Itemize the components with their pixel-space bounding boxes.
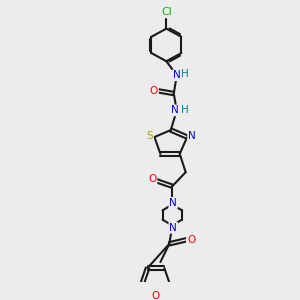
Text: S: S [146,131,153,141]
Text: O: O [148,175,157,184]
Text: O: O [152,291,160,300]
Text: N: N [169,198,177,208]
Text: Cl: Cl [161,7,172,17]
Text: H: H [181,104,189,115]
Text: H: H [181,69,189,80]
Text: N: N [169,223,177,233]
Text: O: O [187,235,195,244]
Text: N: N [173,70,181,80]
Text: N: N [171,105,179,116]
Text: N: N [188,131,196,141]
Text: O: O [150,86,158,96]
